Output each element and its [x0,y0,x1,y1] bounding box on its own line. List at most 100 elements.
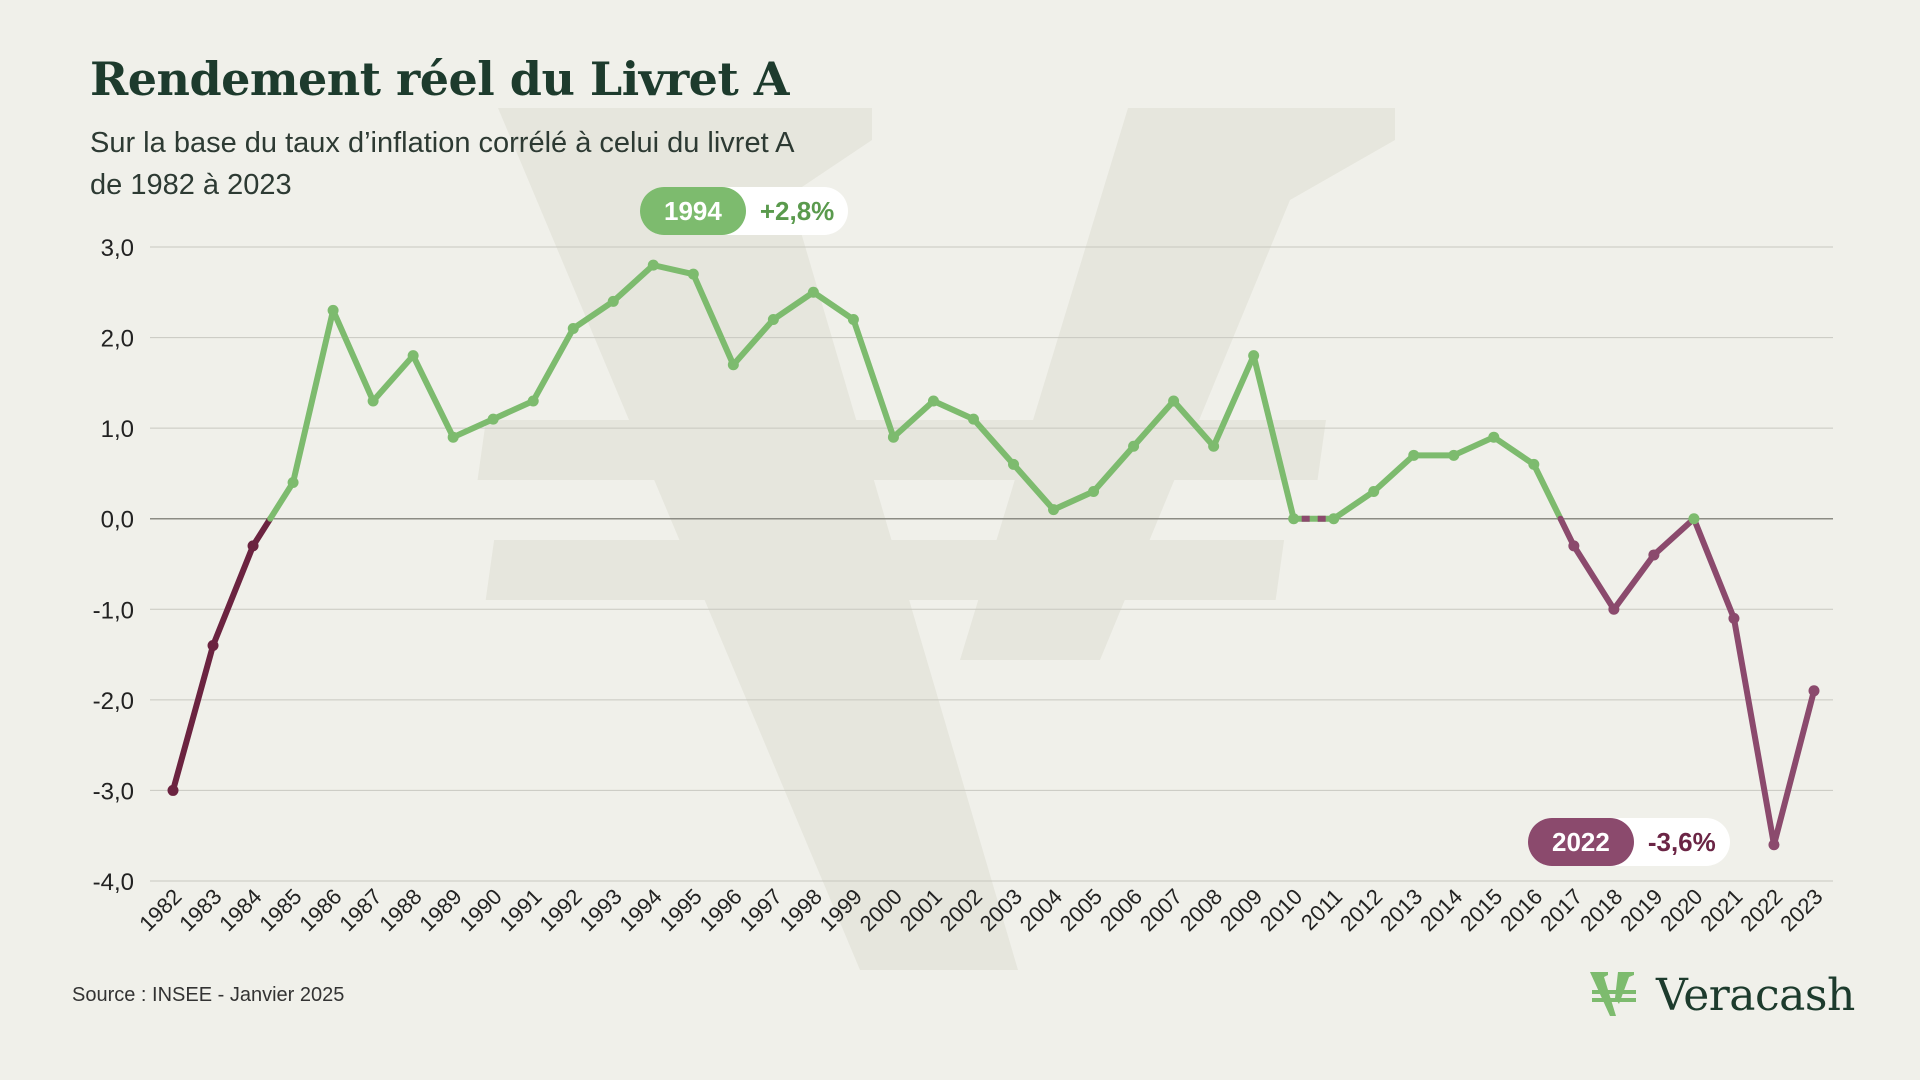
x-tick-label: 1991 [494,884,546,936]
x-tick-label: 2012 [1335,884,1387,936]
line-segment [370,352,417,404]
line-segment [290,307,337,486]
line-segment [770,289,817,323]
data-point [847,313,859,325]
grid-lines [150,246,1833,882]
data-point [1808,685,1820,697]
min-callout: 2022 -3,6% [1528,818,1730,866]
x-tick-label: 1992 [534,884,586,936]
data-point [887,431,899,443]
data-point [247,540,259,552]
data-point [1208,440,1220,452]
x-tick-label: 1990 [454,884,506,936]
y-tick-label: -1,0 [93,597,134,624]
line-segment [1210,352,1257,450]
data-point [487,413,499,425]
data-point [767,313,779,325]
x-tick-label: 2007 [1135,884,1187,936]
line-segment [1170,397,1217,450]
line-segment [650,262,697,278]
data-point [1568,540,1580,552]
brand-name: Veracash [1656,970,1855,1021]
line-segment [690,271,737,368]
line-segment [1090,443,1137,495]
x-tick-label: 2013 [1375,884,1427,936]
data-point [1248,350,1260,362]
x-tick-label: 2005 [1055,884,1107,936]
data-point [607,295,619,307]
x-tick-label: 2023 [1775,884,1827,936]
x-tick-label: 2018 [1575,884,1627,936]
watermark-logo [477,108,1395,970]
y-tick-label: 0,0 [101,507,134,534]
x-tick-label: 1993 [575,884,627,936]
data-point [1048,504,1060,516]
data-point [167,784,179,796]
data-point [527,395,539,407]
line-segment [810,289,857,323]
x-tick-label: 2009 [1215,884,1267,936]
line-segment [170,642,217,794]
x-tick-label: 1987 [334,884,386,936]
data-point [1728,612,1740,624]
line-segment [1610,551,1657,613]
line-segment [1130,397,1177,450]
data-point [1288,513,1300,525]
x-tick-label: 1997 [735,884,787,936]
data-point [1088,486,1100,498]
line-segment [1690,515,1737,622]
data-point [367,395,379,407]
y-tick-label: -4,0 [93,869,134,896]
x-tick-label: 2022 [1735,884,1787,936]
data-point [447,431,459,443]
x-tick-label: 2014 [1415,884,1467,936]
y-axis: 3,0 2,0 1,0 0,0 -1,0 -2,0 -3,0 -4,0 [93,235,134,896]
line-segment [1570,542,1617,613]
max-callout-value: +2,8% [759,195,835,226]
line-segment [210,542,257,649]
data-point [807,286,819,298]
data-point [567,323,579,335]
x-tick-label: 2008 [1175,884,1227,936]
line-segment [1250,352,1297,522]
x-tick-label: 2011 [1296,884,1347,935]
x-tick-label: 1985 [254,884,306,936]
chart-title: Rendement réel du Livret A [90,52,789,106]
data-point [1688,513,1700,525]
data-point [1528,458,1540,470]
veracash-logo-icon [1590,972,1636,1016]
data-point [647,259,659,271]
data-point [1768,839,1780,851]
line-segment [1490,434,1537,468]
line-segment [970,416,1017,468]
chart-subtitle: Sur la base du taux d’inflation corrélé … [90,122,990,206]
max-callout: 1994 +2,8% [640,187,849,235]
data-point [1408,449,1420,461]
subtitle-line-1: Sur la base du taux d’inflation corrélé … [90,127,795,159]
line-segment [1370,452,1417,495]
data-point [687,268,699,280]
line-segment [890,397,937,441]
y-tick-label: -3,0 [93,778,134,805]
line-segment [530,325,577,404]
line-segment [1730,615,1777,848]
subtitle-line-2: de 1982 à 2023 [90,169,292,201]
x-tick-label: 1982 [134,884,186,936]
x-tick-label: 2016 [1495,884,1547,936]
line-segment [1650,515,1697,558]
x-tick-label: 2020 [1655,884,1707,936]
x-tick-label: 2019 [1615,884,1667,936]
line-segment [1450,434,1497,459]
min-callout-value: -3,6% [1647,826,1716,857]
series-points [167,259,1820,851]
line-segment [610,262,657,305]
x-tick-label: 1998 [775,884,827,936]
x-tick-label: 2006 [1095,884,1147,936]
line-segment [1050,488,1097,513]
line-segment [1770,687,1817,848]
line-segment [1010,461,1057,513]
x-tick-label: 2010 [1255,884,1307,936]
data-point [407,350,419,362]
x-tick-label: 1989 [414,884,466,936]
